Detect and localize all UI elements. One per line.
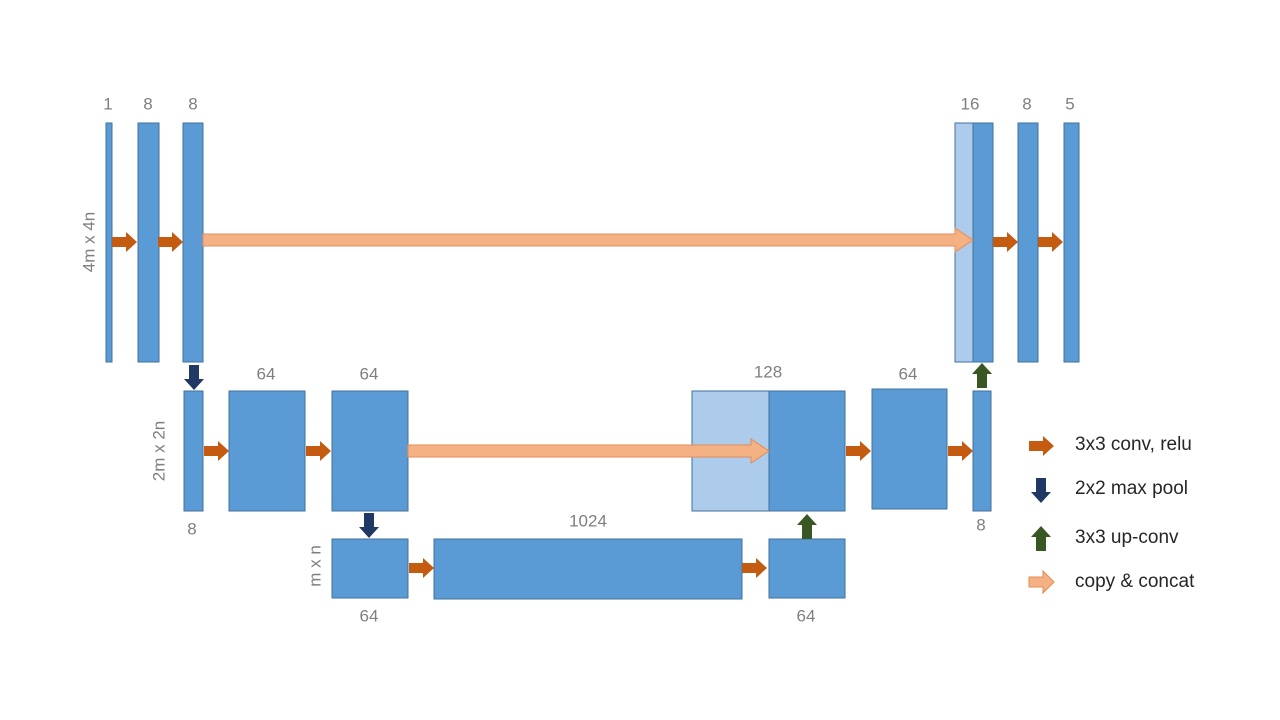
channel-label: 8 bbox=[187, 519, 196, 538]
channel-label: 64 bbox=[257, 364, 276, 383]
size-label: 4m x 4n bbox=[79, 212, 98, 272]
channel-label: 1024 bbox=[569, 511, 607, 530]
legend-label: copy & concat bbox=[1075, 571, 1195, 592]
legend-label: 3x3 conv, relu bbox=[1075, 434, 1192, 455]
size-label: 2m x 2n bbox=[149, 421, 168, 481]
channel-label: 8 bbox=[976, 515, 985, 534]
size-label: m x n bbox=[305, 545, 324, 587]
copy-arrows bbox=[202, 227, 974, 464]
blocks bbox=[105, 122, 1080, 600]
channel-label: 64 bbox=[360, 606, 379, 625]
legend-label: 3x3 up-conv bbox=[1075, 527, 1179, 548]
channel-label: 16 bbox=[961, 94, 980, 113]
channel-label: 1 bbox=[103, 94, 112, 113]
legend-icons bbox=[1028, 436, 1055, 595]
channel-label: 64 bbox=[360, 364, 379, 383]
channel-label: 8 bbox=[1022, 94, 1031, 113]
channel-label: 64 bbox=[797, 606, 816, 625]
channel-label: 8 bbox=[143, 94, 152, 113]
channel-label: 64 bbox=[899, 364, 918, 383]
channel-label: 5 bbox=[1065, 94, 1074, 113]
channel-label: 8 bbox=[188, 94, 197, 113]
channel-label: 128 bbox=[754, 362, 782, 381]
legend-label: 2x2 max pool bbox=[1075, 478, 1188, 499]
